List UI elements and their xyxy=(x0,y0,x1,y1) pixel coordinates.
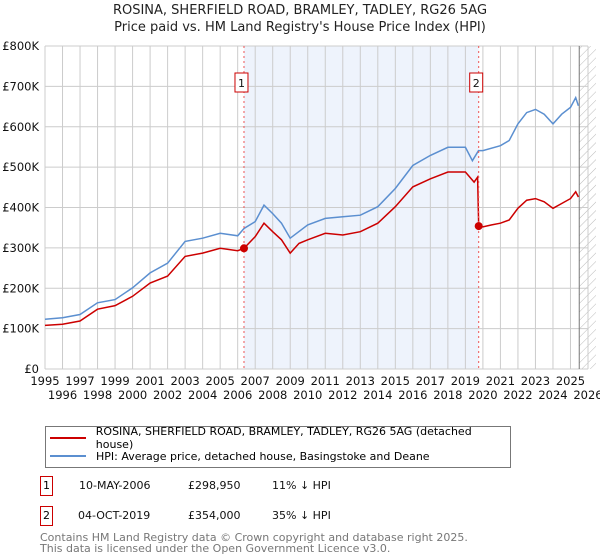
y-tick-label: £400K xyxy=(2,201,39,215)
price-chart: 1 219951996199719981999200020012002200320… xyxy=(2,39,600,402)
marker-badge: 1 xyxy=(40,476,53,496)
x-tick-label: 1995 xyxy=(30,374,59,388)
x-tick-label: 2004 xyxy=(188,388,217,402)
x-tick-label: 2012 xyxy=(328,388,357,402)
x-tick-label: 2010 xyxy=(293,388,322,402)
x-tick-label: 2023 xyxy=(521,374,550,388)
legend-item-property: ROSINA, SHERFIELD ROAD, BRAMLEY, TADLEY,… xyxy=(50,425,510,451)
x-tick-label: 2017 xyxy=(416,374,445,388)
x-tick-label: 2022 xyxy=(503,388,532,402)
legend-swatch-red xyxy=(50,437,86,439)
x-tick-label: 2000 xyxy=(118,388,147,402)
x-tick-label: 1997 xyxy=(65,374,94,388)
transaction-price: £354,000 xyxy=(188,509,241,522)
transaction-price: £298,950 xyxy=(188,479,241,492)
x-tick-label: 2009 xyxy=(276,374,305,388)
y-tick-label: £300K xyxy=(2,241,39,255)
x-tick-label: 1998 xyxy=(83,388,112,402)
sale-label: 1 xyxy=(238,77,245,90)
legend-label: HPI: Average price, detached house, Basi… xyxy=(96,449,430,463)
y-tick-label: £700K xyxy=(2,79,39,93)
x-tick-label: 2013 xyxy=(346,374,375,388)
x-tick-label: 2006 xyxy=(223,388,252,402)
transaction-diff: 11% ↓ HPI xyxy=(272,479,331,492)
x-tick-label: 1999 xyxy=(100,374,129,388)
property-price-line xyxy=(44,171,580,327)
x-tick-label: 2008 xyxy=(258,388,287,402)
x-tick-label: 2007 xyxy=(241,374,270,388)
marker-badge: 2 xyxy=(40,506,53,526)
x-tick-label: 2024 xyxy=(538,388,567,402)
x-tick-label: 1996 xyxy=(48,388,77,402)
transaction-date: 10-MAY-2006 xyxy=(79,479,151,492)
sale-point xyxy=(474,222,483,231)
y-tick-label: £100K xyxy=(2,322,39,336)
x-tick-label: 2005 xyxy=(206,374,235,388)
chart-subtitle: Price paid vs. HM Land Registry's House … xyxy=(114,20,486,35)
x-tick-label: 2025 xyxy=(556,374,585,388)
x-tick-label: 2001 xyxy=(135,374,164,388)
x-tick-label: 2019 xyxy=(451,374,480,388)
sale-point xyxy=(239,244,248,253)
x-tick-label: 2003 xyxy=(170,374,199,388)
legend-swatch-blue xyxy=(50,455,86,457)
footer-licence: This data is licensed under the Open Gov… xyxy=(40,542,391,555)
x-tick-label: 2011 xyxy=(311,374,340,388)
y-tick-label: £800K xyxy=(2,39,39,53)
x-tick-label: 2014 xyxy=(363,388,392,402)
y-tick-label: £600K xyxy=(2,120,39,134)
sale-label: 2 xyxy=(473,77,480,90)
x-tick-label: 2015 xyxy=(381,374,410,388)
sale-label-box xyxy=(234,72,249,93)
chart-legend: ROSINA, SHERFIELD ROAD, BRAMLEY, TADLEY,… xyxy=(45,425,511,468)
y-tick-label: £0 xyxy=(24,362,39,376)
x-tick-label: 2020 xyxy=(468,388,497,402)
x-tick-label: 2002 xyxy=(153,388,182,402)
footer-copyright: Contains HM Land Registry data © Crown c… xyxy=(40,531,468,544)
hpi-line xyxy=(44,95,580,321)
x-tick-label: 2016 xyxy=(398,388,427,402)
y-tick-label: £200K xyxy=(2,281,39,295)
x-tick-label: 2021 xyxy=(486,374,515,388)
chart-title: ROSINA, SHERFIELD ROAD, BRAMLEY, TADLEY,… xyxy=(112,3,488,18)
y-tick-label: £500K xyxy=(2,160,39,174)
x-tick-label: 2026 xyxy=(573,388,600,402)
transaction-diff: 35% ↓ HPI xyxy=(272,509,331,522)
legend-label: ROSINA, SHERFIELD ROAD, BRAMLEY, TADLEY,… xyxy=(95,425,472,451)
sale-label-box xyxy=(469,72,484,93)
legend-item-hpi: HPI: Average price, detached house, Basi… xyxy=(50,448,430,464)
transaction-date: 04-OCT-2019 xyxy=(78,509,151,522)
x-tick-label: 2018 xyxy=(433,388,462,402)
